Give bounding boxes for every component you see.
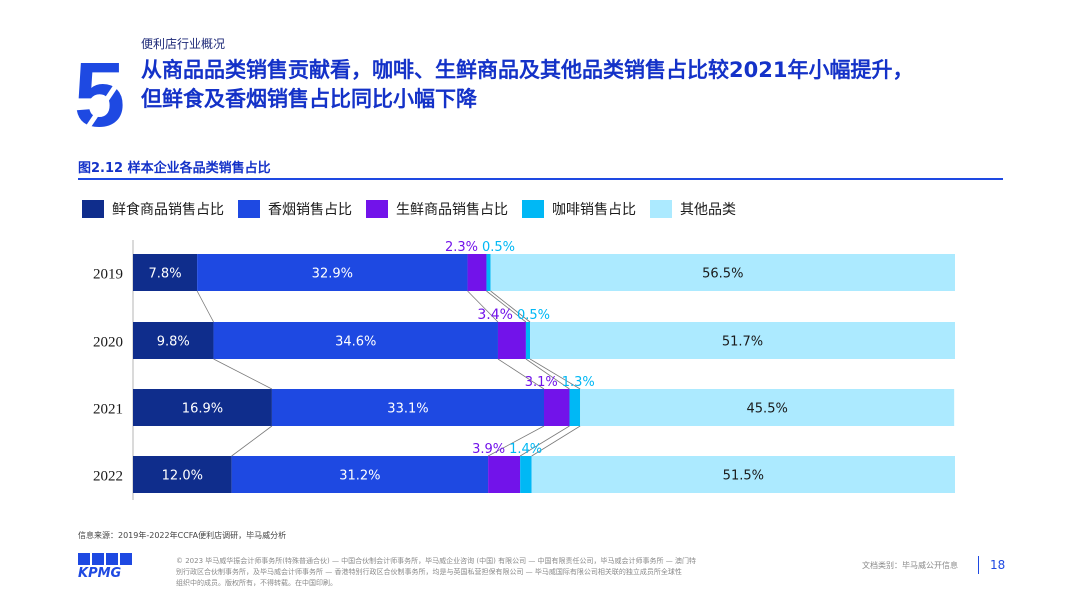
document-classification: 文档类别：毕马威公开信息 (862, 561, 958, 570)
bar-segment-other-2019 (490, 254, 955, 291)
data-label-fresh-produce-2020: 3.4% (477, 307, 513, 323)
legend-swatch-fresh-food (82, 200, 104, 218)
bar-segment-fresh-produce-2022 (488, 456, 521, 493)
figure-title: 图2.12 样本企业各品类销售占比 (78, 161, 271, 176)
legend-item-coffee: 咖啡销售占比 (522, 199, 636, 219)
bar-segment-fresh-food-2020 (133, 322, 214, 359)
legend-label-cigarettes: 香烟销售占比 (268, 202, 352, 218)
connector-line-2019-4 (490, 290, 531, 323)
bar-segment-other-2022 (531, 456, 955, 493)
data-label-coffee-2022: 1.4% (509, 442, 542, 457)
bar-segment-cigarettes-2021 (271, 389, 544, 426)
legend-label-fresh-produce: 生鲜商品销售占比 (396, 202, 508, 218)
data-label-cigarettes-2019: 32.9% (312, 267, 353, 282)
connector-line-2020-4 (529, 358, 581, 390)
bar-segment-fresh-produce-2021 (544, 389, 570, 426)
connector-line-2021-3 (519, 425, 570, 457)
legend-swatch-fresh-produce (366, 200, 388, 218)
bar-segment-coffee-2019 (486, 254, 491, 291)
connector-line-2020-2 (497, 358, 545, 390)
bar-segment-other-2021 (580, 389, 955, 426)
data-label-other-2021: 45.5% (747, 402, 788, 417)
data-label-cigarettes-2020: 34.6% (335, 335, 376, 350)
bar-segment-coffee-2022 (520, 456, 532, 493)
headline-line-1: 从商品品类销售贡献看，咖啡、生鲜商品及其他品类销售占比较2021年小幅提升， (141, 58, 914, 82)
stacked-bar-chart: 2019 2020 2021 2022 7.8% 32.9% 2.3% 0.5% 56.5% 9.… (93, 240, 955, 500)
legal-line-1: © 2023 毕马威华振会计师事务所(特殊普通合伙) — 中国合伙制会计师事务所… (176, 557, 696, 565)
legend-label-coffee: 咖啡销售占比 (552, 202, 636, 218)
connector-line-2019-3 (486, 290, 527, 323)
connector-line-2021-4 (531, 425, 581, 457)
legend-label-other: 其他品类 (680, 202, 736, 218)
connector-line-2019-1 (196, 290, 214, 323)
data-label-fresh-food-2021: 16.9% (182, 402, 223, 417)
connector-line-2019-2 (467, 290, 499, 323)
chart-legend: 鲜食商品销售占比 香烟销售占比 生鲜商品销售占比 咖啡销售占比 其他品类 (82, 198, 750, 220)
connector-line-2021-2 (487, 425, 545, 457)
legend-item-cigarettes: 香烟销售占比 (238, 199, 352, 219)
data-label-coffee-2020: 0.5% (517, 308, 550, 323)
bar-segment-cigarettes-2022 (231, 456, 489, 493)
kpmg-logo (78, 553, 132, 565)
page-headline: 从商品品类销售贡献看，咖啡、生鲜商品及其他品类销售占比较2021年小幅提升， 但… (141, 56, 1061, 114)
legend-swatch-cigarettes (238, 200, 260, 218)
data-label-fresh-produce-2021: 3.1% (525, 375, 558, 390)
y-tick-label-2021: 2021 (93, 402, 123, 418)
bar-segment-fresh-produce-2020 (497, 322, 526, 359)
bar-segment-fresh-food-2022 (133, 456, 232, 493)
kpmg-logo-text: KPMG (78, 566, 122, 581)
bar-segment-fresh-food-2021 (133, 389, 272, 426)
data-label-cigarettes-2022: 31.2% (339, 469, 380, 484)
data-label-other-2019: 56.5% (702, 267, 743, 282)
bar-segment-coffee-2020 (525, 322, 531, 359)
bar-segment-cigarettes-2020 (213, 322, 498, 359)
data-label-other-2022: 51.5% (723, 469, 764, 484)
data-label-fresh-food-2019: 7.8% (149, 267, 182, 282)
bar-segment-fresh-produce-2019 (467, 254, 487, 291)
connector-line-2020-3 (525, 358, 570, 390)
data-label-fresh-produce-2019: 2.3% (445, 240, 478, 255)
bar-segment-cigarettes-2019 (197, 254, 468, 291)
legend-item-other: 其他品类 (650, 199, 736, 219)
bar-segment-coffee-2021 (569, 389, 581, 426)
section-number-graphic: 5 (74, 54, 139, 136)
data-label-fresh-food-2020: 9.8% (157, 335, 190, 350)
legend-swatch-other (650, 200, 672, 218)
y-tick-label-2020: 2020 (93, 335, 123, 351)
legal-notice: © 2023 毕马威华振会计师事务所(特殊普通合伙) — 中国合伙制会计师事务所… (176, 556, 846, 589)
data-label-cigarettes-2021: 33.1% (387, 402, 428, 417)
legal-line-3: 组织中的成员。版权所有，不得转载。在中国印刷。 (176, 579, 337, 587)
data-label-other-2020: 51.7% (722, 335, 763, 350)
title-divider (78, 178, 1003, 180)
legal-line-2: 别行政区合伙制事务所，及毕马威会计师事务所 — 香港特别行政区合伙制事务所，均是… (176, 568, 682, 576)
bar-segment-fresh-food-2019 (133, 254, 198, 291)
data-label-coffee-2021: 1.3% (562, 375, 595, 390)
connector-line-2020-1 (213, 358, 273, 390)
y-tick-label-2019: 2019 (93, 267, 123, 283)
bar-segment-other-2020 (530, 322, 955, 359)
connector-line-2021-1 (231, 425, 273, 457)
y-tick-label-2022: 2022 (93, 469, 123, 485)
section-label: 便利店行业概况 (141, 37, 226, 51)
section-number: 5 (74, 54, 125, 136)
data-label-fresh-produce-2022: 3.9% (472, 442, 505, 457)
page-number-divider (978, 556, 979, 574)
headline-line-2: 但鲜食及香烟销售占比同比小幅下降 (141, 87, 477, 111)
legend-label-fresh-food: 鲜食商品销售占比 (112, 202, 224, 218)
source-note: 信息来源：2019年-2022年CCFA便利店调研，毕马威分析 (78, 531, 287, 540)
legend-swatch-coffee (522, 200, 544, 218)
data-label-coffee-2019: 0.5% (482, 240, 515, 255)
legend-item-fresh-produce: 生鲜商品销售占比 (366, 199, 508, 219)
data-label-fresh-food-2022: 12.0% (162, 469, 203, 484)
page-number: 18 (990, 558, 1006, 572)
legend-item-fresh-food: 鲜食商品销售占比 (82, 199, 224, 219)
